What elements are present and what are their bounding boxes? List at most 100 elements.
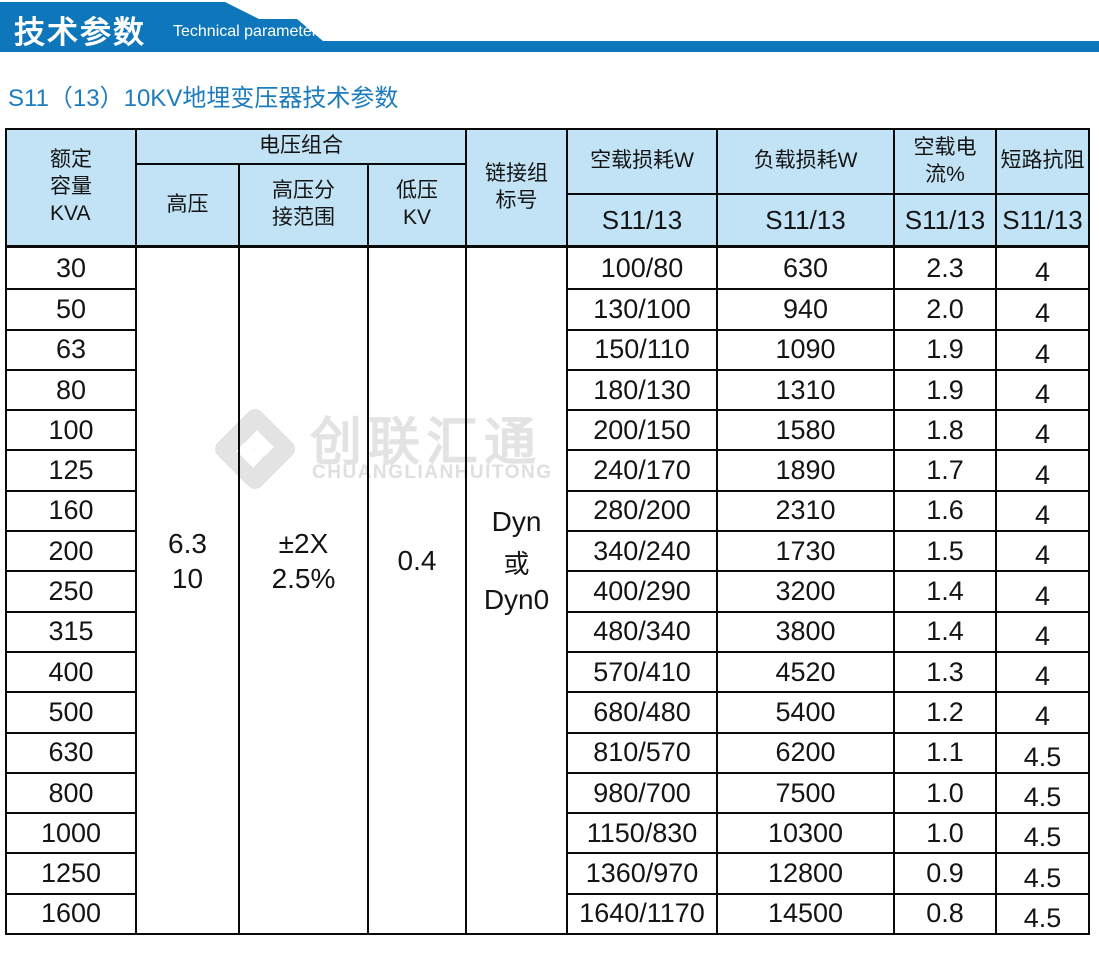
cell-kva: 1600 [7, 892, 135, 933]
cell-low-voltage-merged: 0.4 [367, 248, 465, 934]
cell-kva: 800 [7, 771, 135, 812]
cell-impedance: 4 [995, 409, 1088, 450]
cell-no-load-current: 1.9 [893, 328, 995, 369]
banner-subtitle: Technical parameter [173, 23, 318, 40]
page-title: S11（13）10KV地埋变压器技术参数 [8, 85, 399, 112]
cell-load-loss: 10300 [716, 812, 893, 853]
header-model-load: S11/13 [716, 193, 893, 245]
cell-load-loss: 3800 [716, 610, 893, 651]
watermark: 创联汇通 CHUANGLIANHUITONG [208, 398, 568, 508]
cell-no-load-current: 1.3 [893, 650, 995, 692]
header-model-current: S11/13 [893, 193, 995, 245]
cell-no-load-loss: 240/170 [566, 449, 716, 490]
cell-load-loss: 14500 [716, 892, 893, 934]
cell-no-load-current: 2.0 [893, 288, 995, 329]
header-rated-capacity: 额定 容量 KVA [7, 130, 135, 245]
watermark-brand-cn: 创联汇通 [310, 414, 543, 472]
cell-load-loss: 1730 [716, 530, 893, 571]
cell-no-load-current: 1.1 [893, 731, 995, 772]
cell-load-loss: 3200 [716, 570, 893, 611]
cell-kva: 500 [7, 691, 135, 731]
table-body: 6.3 10 ±2X 2.5% 0.4 Dyn 或 Dyn0 30 100/80 6… [7, 248, 1088, 934]
header-model-no-load: S11/13 [566, 193, 716, 245]
cell-impedance: 4.5 [995, 852, 1088, 893]
header-no-load-loss: 空载损耗W [566, 130, 716, 193]
cell-impedance: 4 [995, 691, 1088, 732]
cell-impedance: 4 [995, 530, 1088, 571]
header-load-loss: 负载损耗W [716, 130, 893, 193]
cell-kva: 125 [7, 449, 135, 489]
spec-table: 额定 容量 KVA 电压组合 高压 高压分 接范围 低压 KV [5, 128, 1090, 936]
cell-no-load-loss: 180/130 [566, 368, 716, 410]
section-banner: 技术参数 Technical parameter [0, 0, 1099, 54]
cell-impedance: 4.5 [995, 771, 1088, 813]
cell-load-loss: 1310 [716, 368, 893, 410]
cell-no-load-loss: 480/340 [566, 610, 716, 651]
cell-no-load-loss: 400/290 [566, 570, 716, 611]
cell-load-loss: 1580 [716, 409, 893, 450]
cell-kva: 63 [7, 328, 135, 369]
cell-no-load-loss: 280/200 [566, 489, 716, 531]
cell-no-load-loss: 980/700 [566, 771, 716, 813]
cell-impedance: 4 [995, 368, 1088, 410]
cell-load-loss: 5400 [716, 691, 893, 732]
cell-load-loss: 1090 [716, 328, 893, 369]
cell-kva: 400 [7, 650, 135, 691]
cell-tap-range-merged: ±2X 2.5% [238, 248, 367, 934]
cell-no-load-loss: 340/240 [566, 530, 716, 571]
cell-kva: 200 [7, 530, 135, 570]
cell-load-loss: 630 [716, 248, 893, 289]
cell-load-loss: 2310 [716, 489, 893, 531]
header-model-impedance: S11/13 [995, 193, 1088, 245]
cell-no-load-loss: 130/100 [566, 288, 716, 329]
cell-load-loss: 4520 [716, 650, 893, 692]
cell-no-load-loss: 570/410 [566, 650, 716, 692]
cell-impedance: 4.5 [995, 731, 1088, 772]
cell-no-load-current: 0.8 [893, 892, 995, 934]
cell-no-load-current: 1.0 [893, 812, 995, 853]
cell-no-load-loss: 100/80 [566, 248, 716, 289]
cell-impedance: 4 [995, 328, 1088, 369]
cell-no-load-current: 1.6 [893, 489, 995, 531]
cell-kva: 80 [7, 368, 135, 409]
cell-kva: 250 [7, 570, 135, 610]
cell-kva: 1250 [7, 852, 135, 892]
cell-load-loss: 7500 [716, 771, 893, 813]
cell-no-load-loss: 680/480 [566, 691, 716, 732]
cell-no-load-current: 1.4 [893, 570, 995, 611]
cell-no-load-current: 0.9 [893, 852, 995, 893]
cell-load-loss: 1890 [716, 449, 893, 490]
cell-load-loss: 12800 [716, 852, 893, 893]
brand-diamond-icon [215, 409, 295, 489]
cell-link-group-merged: Dyn 或 Dyn0 [465, 248, 566, 934]
cell-high-voltage-merged: 6.3 10 [135, 248, 238, 934]
header-high-voltage: 高压 [135, 163, 238, 245]
cell-no-load-loss: 810/570 [566, 731, 716, 772]
cell-no-load-current: 1.5 [893, 530, 995, 571]
cell-no-load-current: 1.9 [893, 368, 995, 410]
cell-no-load-current: 1.0 [893, 771, 995, 813]
cell-load-loss: 6200 [716, 731, 893, 772]
banner-stripe [0, 41, 1099, 52]
cell-load-loss: 940 [716, 288, 893, 329]
cell-no-load-loss: 1640/1170 [566, 892, 716, 934]
cell-impedance: 4 [995, 650, 1088, 692]
cell-impedance: 4 [995, 288, 1088, 329]
cell-kva: 50 [7, 288, 135, 328]
header-voltage-group: 电压组合 [135, 130, 465, 163]
watermark-brand-en: CHUANGLIANHUITONG [312, 462, 553, 483]
cell-no-load-loss: 150/110 [566, 328, 716, 369]
cell-kva: 1000 [7, 812, 135, 852]
cell-impedance: 4 [995, 610, 1088, 651]
cell-kva: 160 [7, 489, 135, 530]
cell-no-load-current: 1.2 [893, 691, 995, 732]
cell-kva: 30 [55, 252, 87, 283]
cell-no-load-current: 1.8 [893, 409, 995, 450]
header-link-group: 链接组 标号 [465, 130, 566, 245]
banner-title: 技术参数 [14, 15, 146, 50]
cell-impedance: 4 [995, 570, 1088, 611]
cell-kva: 630 [7, 731, 135, 772]
cell-impedance: 4.5 [995, 812, 1088, 853]
cell-impedance: 4.5 [995, 892, 1088, 934]
